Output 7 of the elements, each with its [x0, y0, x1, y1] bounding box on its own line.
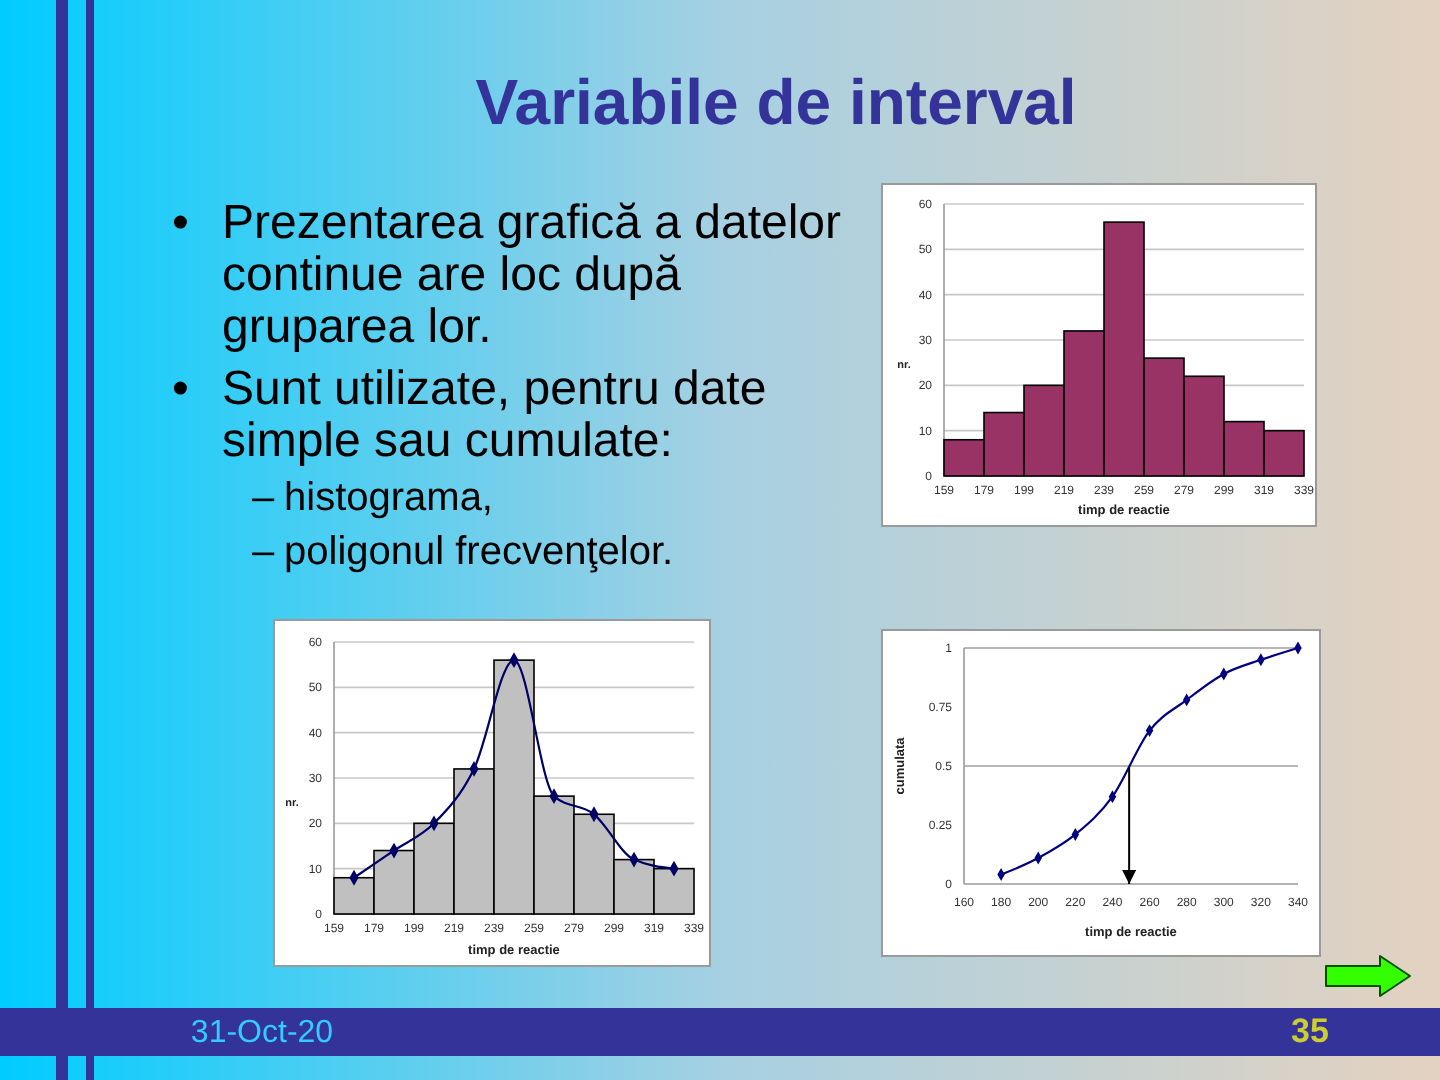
text: – histograma, — [252, 476, 493, 520]
text: 35 — [1291, 1012, 1329, 1050]
text: – poligonul frecvenţelor. — [252, 530, 674, 574]
text: • Sunt utilizate, pentru date simple sau cumulate: — [172, 362, 767, 468]
text: • Prezentarea grafică a datelor continue are loc după gruparea lor. — [172, 196, 842, 354]
text: 31-Oct-20 — [190, 1016, 334, 1050]
text: Variabile de interval — [475, 66, 1077, 138]
